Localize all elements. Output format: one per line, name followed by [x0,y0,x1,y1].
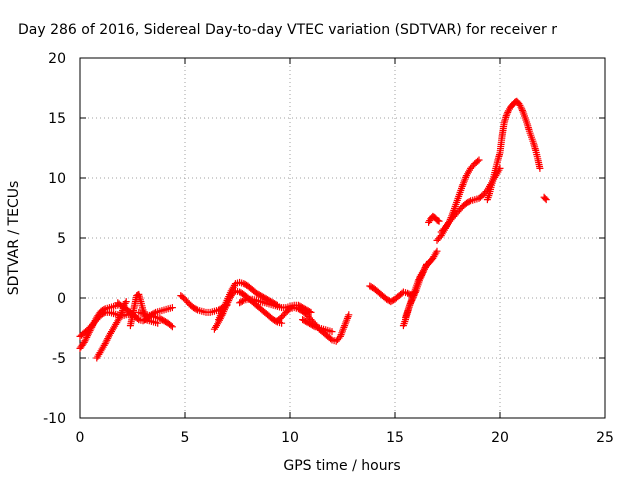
y-axis-label: SDTVAR / TECUs [6,181,22,296]
data-point [406,301,414,309]
data-point [89,322,97,330]
data-point [154,319,162,327]
data-point [409,295,416,303]
data-point [517,103,525,111]
data-point [420,267,428,275]
data-point [435,217,443,225]
data-point [542,196,550,204]
data-point [345,311,353,319]
data-point [433,247,441,255]
data-point [82,335,90,343]
data-point [411,288,419,296]
data-point [84,330,92,338]
y-tick-labels: -10 -5 0 5 10 15 20 [43,51,66,427]
data-point [408,296,416,304]
grid-lines [80,58,605,418]
data-point [474,157,482,165]
data-point [465,198,473,206]
data-point [103,336,111,344]
data-point [417,273,425,281]
data-point [80,338,88,346]
data-point [407,298,415,306]
x-tick-labels: 0 5 10 15 20 25 [76,430,614,446]
data-point [84,332,92,340]
data-point [83,333,91,341]
data-point [238,297,246,305]
data-point [91,317,99,325]
data-point [418,272,426,280]
data-point [310,322,318,330]
data-point [518,106,526,114]
data-point [168,323,176,331]
data-point [422,262,430,270]
chart-title: Day 286 of 2016, Sidereal Day-to-day VTE… [18,22,557,38]
data-point [421,264,429,272]
x-tick-label: 20 [491,430,509,446]
y-tick-label: -5 [52,351,66,367]
data-point [518,105,526,113]
data-point [307,308,315,316]
data-point [115,313,123,321]
data-point [278,319,286,327]
data-point [168,304,176,312]
data-point [81,337,89,345]
data-point [192,305,200,313]
data-point [117,310,125,318]
data-point [475,156,483,164]
data-point [418,270,426,278]
data-points [76,97,550,362]
data-point [502,112,510,120]
data-point [423,260,430,268]
x-tick-label: 5 [181,430,190,446]
data-point [503,110,511,118]
x-tick-label: 25 [596,430,614,446]
x-tick-label: 10 [281,430,299,446]
data-point [406,300,414,308]
y-tick-label: 15 [48,111,66,127]
data-point [416,275,424,283]
data-point [88,323,96,331]
data-point [541,194,549,202]
x-tick-label: 15 [386,430,404,446]
y-tick-label: 20 [48,51,66,67]
data-point [419,268,427,276]
data-point [89,320,97,328]
x-axis-label: GPS time / hours [283,458,400,474]
data-point [102,338,110,346]
data-point [167,322,175,330]
axis-ticks [79,57,606,419]
data-point [328,328,336,336]
data-point [536,164,544,172]
data-point [410,292,418,300]
data-point [411,290,419,298]
data-point [420,265,428,273]
data-point [90,318,98,326]
data-point [116,312,124,320]
y-tick-label: 5 [57,231,66,247]
data-point [115,315,123,323]
data-point [101,340,109,348]
y-tick-label: 0 [57,291,66,307]
data-point [409,293,417,301]
data-point [114,317,122,325]
y-tick-label: 10 [48,171,66,187]
y-tick-label: -10 [43,411,66,427]
data-point [122,298,130,306]
data-point [86,327,94,335]
data-point [104,335,112,343]
data-point [100,306,108,314]
x-tick-label: 0 [76,430,85,446]
data-point [85,328,93,336]
data-point [87,325,95,333]
